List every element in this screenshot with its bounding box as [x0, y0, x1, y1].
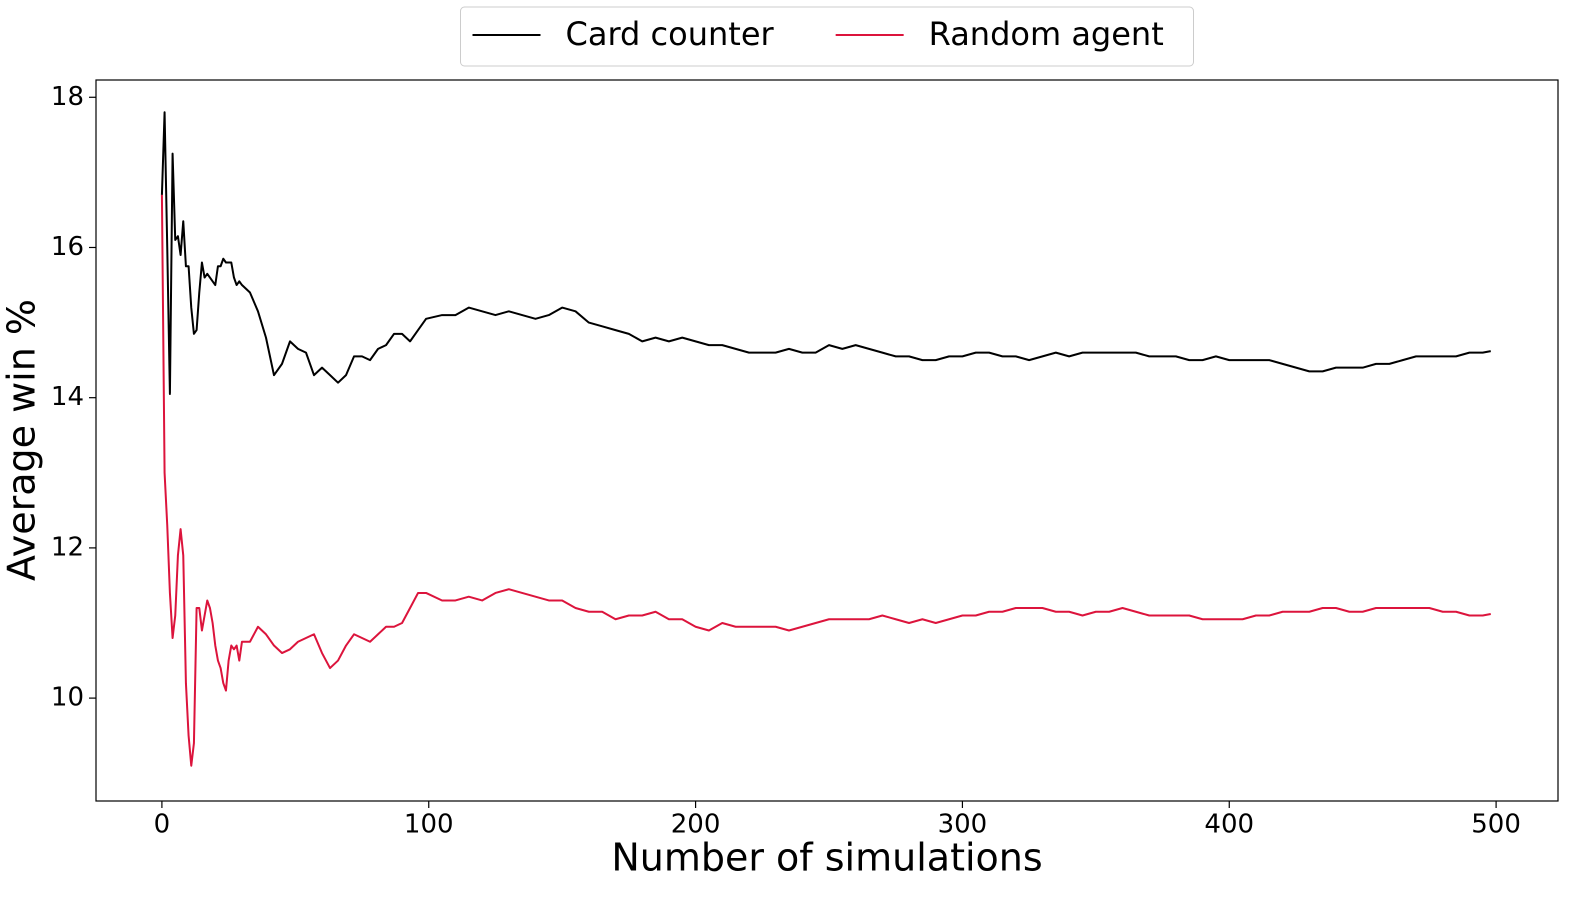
x-tick-label: 100 — [404, 810, 454, 840]
line-series — [160, 194, 1491, 767]
y-axis-label: Average win % — [0, 299, 44, 581]
y-tick-label: 16 — [51, 232, 84, 262]
y-tick-label: 14 — [51, 382, 84, 412]
legend-box — [460, 6, 1194, 67]
legend-label: Card counter — [566, 15, 775, 53]
x-tick-label: 400 — [1204, 810, 1254, 840]
y-tick-label: 12 — [51, 532, 84, 562]
x-tick-label: 0 — [154, 810, 171, 840]
line-series — [160, 111, 1491, 395]
legend-label: Random agent — [929, 15, 1164, 53]
plot-frame — [95, 79, 1559, 802]
x-tick-label: 300 — [938, 810, 988, 840]
x-tick-label: 500 — [1471, 810, 1521, 840]
x-axis-label: Number of simulations — [611, 836, 1042, 880]
y-tick-label: 10 — [51, 683, 84, 713]
x-tick-label: 200 — [671, 810, 721, 840]
y-tick-label: 18 — [51, 82, 84, 112]
